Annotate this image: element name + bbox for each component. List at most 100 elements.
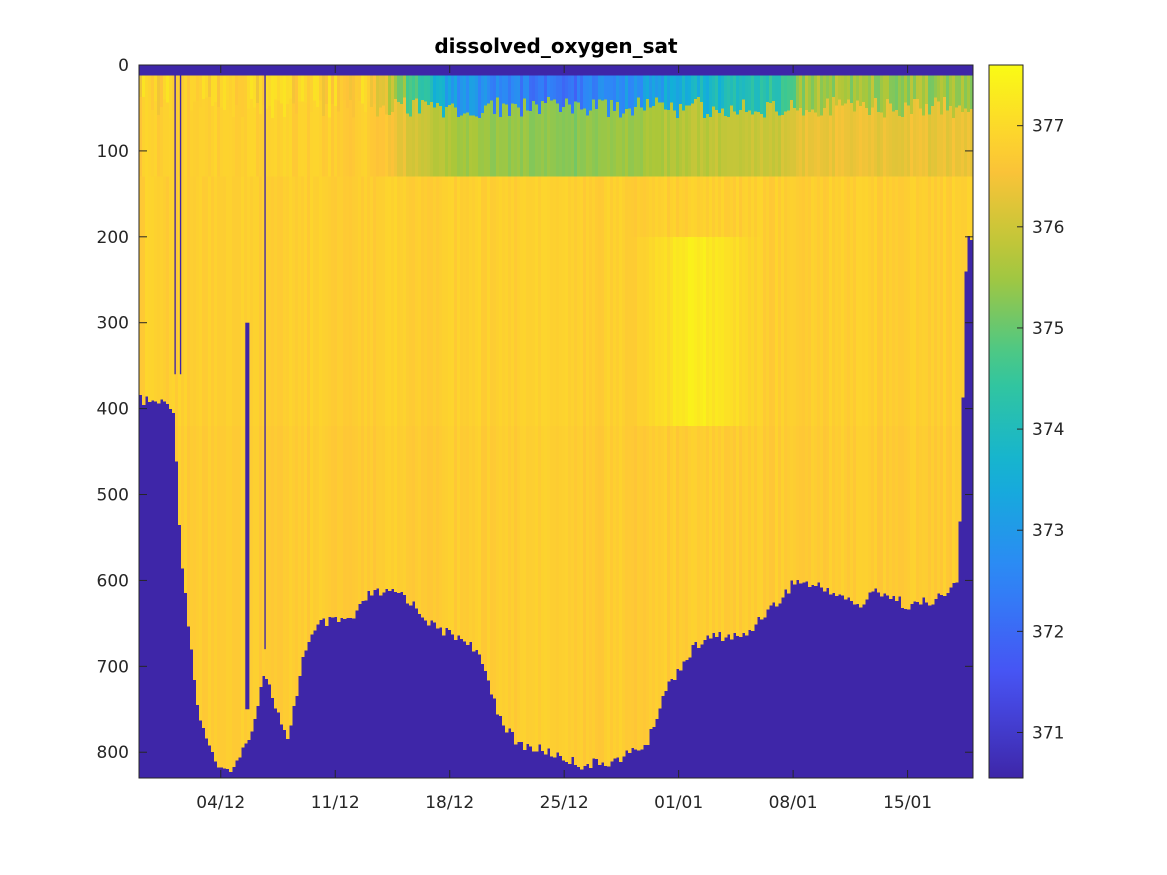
heatmap-cell [262,176,266,237]
heatmap-cell [724,176,728,237]
heatmap-cell [622,75,626,114]
heatmap-cell [415,236,419,426]
heatmap-cell [418,75,422,114]
heatmap-cell [184,176,188,237]
heatmap-cell [394,75,398,99]
heatmap-cell [412,425,416,602]
heatmap-cell [487,236,491,426]
heatmap-cell [874,97,878,177]
heatmap-cell [481,236,485,426]
heatmap-cell [268,425,272,685]
heatmap-cell [589,425,593,769]
heatmap-cell [553,176,557,237]
heatmap-cell [958,105,962,177]
heatmap-cell [544,102,548,177]
heatmap-cell [781,115,785,177]
heatmap-cell [901,176,905,237]
heatmap-cell [742,425,746,633]
y-tick-label: 0 [118,56,129,76]
heatmap-cell [658,236,662,426]
heatmap-cell [364,236,368,426]
heatmap-cell [745,111,749,177]
heatmap-cell [898,75,902,117]
colorbar-tick-label: 372 [1032,622,1064,642]
heatmap-cell [877,236,881,426]
heatmap-cell [814,425,818,586]
heatmap-cell [196,100,200,177]
heatmap-cell [775,425,779,607]
heatmap-cell [913,236,917,426]
heatmap-cell [790,75,794,100]
heatmap-cell [589,236,593,426]
heatmap-cell [190,110,194,177]
heatmap-cell [541,75,545,102]
heatmap-cell [535,75,539,105]
heatmap-cell [340,75,344,101]
heatmap-cell [436,75,440,103]
heatmap-cell [424,176,428,237]
heatmap-cell [730,236,734,426]
heatmap-cell [970,109,974,177]
heatmap-cell [727,117,731,177]
heatmap-cell [229,113,233,177]
heatmap-cell [877,425,881,593]
heatmap-cell [820,115,824,177]
heatmap-cell [952,75,956,118]
heatmap-cell [553,75,557,100]
heatmap-cell [139,236,143,395]
heatmap-cell [259,75,263,115]
heatmap-cell [892,236,896,426]
heatmap-cell [604,176,608,237]
colorbar-tick-label: 376 [1032,218,1064,238]
heatmap-cell [676,425,680,669]
heatmap-cell [520,176,524,237]
heatmap-cell [799,75,803,109]
heatmap-cell [271,176,275,237]
heatmap-cell [427,75,431,105]
heatmap-cell [703,118,707,177]
heatmap-cell [628,108,632,177]
heatmap-cell [898,236,902,426]
heatmap-cell [331,236,335,426]
heatmap-cell [385,236,389,426]
heatmap-cell [895,75,899,110]
heatmap-cell [382,75,386,106]
heatmap-cell [313,176,317,237]
heatmap-cell [409,116,413,177]
heatmap-cell [952,236,956,426]
heatmap-cell [685,425,689,661]
heatmap-cell [751,176,755,237]
heatmap-cell [676,176,680,237]
heatmap-cell [547,97,551,177]
heatmap-cell [271,118,275,177]
y-tick-label: 600 [97,571,129,591]
heatmap-cell [280,103,284,177]
heatmap-cell [160,75,164,108]
heatmap-cell [493,425,497,699]
heatmap-cell [427,425,431,626]
heatmap-cell [346,425,350,619]
heatmap-cell [712,176,716,237]
heatmap-cell [898,425,902,597]
heatmap-cell [829,115,833,177]
heatmap-cell [925,425,929,603]
heatmap-cell [592,75,596,100]
heatmap-cell [322,116,326,177]
heatmap-cell [655,176,659,237]
heatmap-cell [769,75,773,103]
heatmap-cell [196,236,200,426]
heatmap-cell [211,106,215,177]
heatmap-cell [568,75,572,105]
heatmap-cell [574,101,578,177]
heatmap-cell [544,176,548,237]
heatmap-cell [439,176,443,237]
heatmap-cell [346,108,350,177]
heatmap-cell [784,75,788,112]
heatmap-cell [787,425,791,594]
heatmap-cell [880,112,884,177]
heatmap-cell [472,115,476,177]
heatmap-cell [322,75,326,117]
heatmap-cell [766,176,770,237]
heatmap-cell [562,75,566,108]
heatmap-cell [343,176,347,237]
